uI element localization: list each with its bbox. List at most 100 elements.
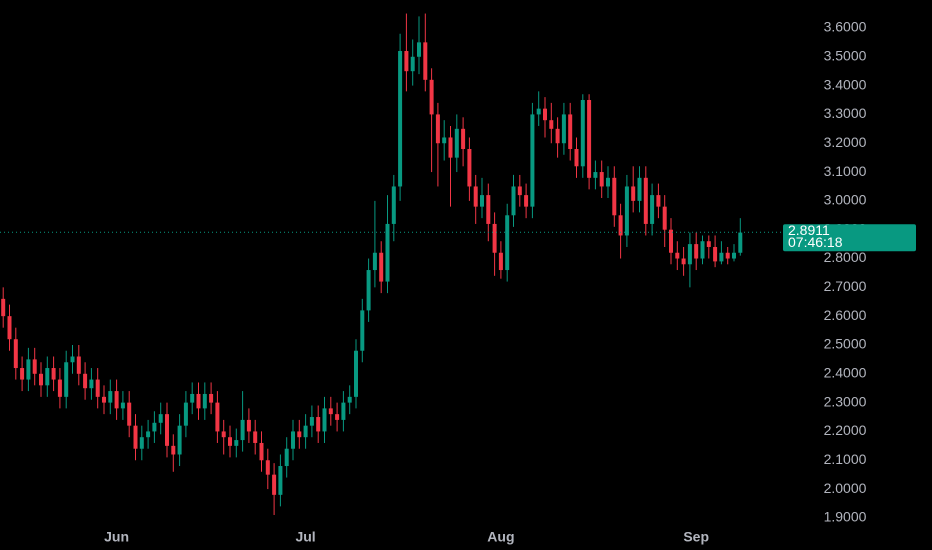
candle-body <box>606 177 610 187</box>
candle-body <box>202 393 207 409</box>
y-tick-label: 2.4000 <box>824 364 867 380</box>
candle-body <box>259 442 264 461</box>
y-tick-label: 2.6000 <box>824 307 867 323</box>
candle-body <box>391 186 396 224</box>
candle-body <box>669 229 673 253</box>
x-tick-label: Aug <box>487 529 514 545</box>
candle-body <box>120 402 125 409</box>
candle-body <box>70 356 75 363</box>
candle-body <box>473 186 478 207</box>
candle-body <box>284 448 289 467</box>
candle-body <box>675 252 680 259</box>
candle-body <box>89 379 94 389</box>
candle-body <box>435 114 440 144</box>
candle-body <box>694 244 699 259</box>
candle-body <box>7 316 12 340</box>
y-tick-label: 2.3000 <box>824 393 867 409</box>
candle-body <box>13 339 18 369</box>
y-tick-label: 2.0000 <box>824 480 867 496</box>
candle-body <box>347 396 352 403</box>
candle-body <box>454 128 459 158</box>
candle-body <box>83 373 88 389</box>
candle-body <box>45 368 50 386</box>
candle-body <box>467 148 472 187</box>
candle-body <box>291 431 295 449</box>
candle-body <box>76 356 81 374</box>
candle-body <box>234 440 239 446</box>
candle-body <box>461 128 466 149</box>
candle-body <box>448 137 453 158</box>
candle-body <box>637 177 642 201</box>
candle-body <box>272 474 277 495</box>
candle-body <box>650 195 655 224</box>
candle-body <box>442 137 447 144</box>
candle-body <box>738 232 743 253</box>
candle-body <box>316 417 321 432</box>
y-tick-label: 2.7000 <box>824 278 867 294</box>
candle-body <box>410 56 415 72</box>
y-tick-label: 2.1000 <box>824 451 867 467</box>
candle-body <box>719 252 724 262</box>
candle-body <box>335 414 340 420</box>
y-tick-label: 3.6000 <box>824 19 867 35</box>
candle-body <box>1 298 6 317</box>
y-tick-label: 3.3000 <box>824 105 867 121</box>
candle-body <box>593 172 598 178</box>
candle-body <box>530 114 535 207</box>
candle-body <box>64 362 69 397</box>
candle-body <box>26 359 31 380</box>
candle-body <box>492 223 497 253</box>
y-tick-label: 3.2000 <box>824 134 867 150</box>
candle-body <box>524 195 529 207</box>
candle-body <box>725 252 730 259</box>
candle-body <box>228 437 232 446</box>
x-tick-label: Jul <box>295 529 315 545</box>
candle-body <box>700 241 705 259</box>
candle-body <box>681 258 686 265</box>
candle-body <box>127 402 132 426</box>
candle-body <box>517 186 522 196</box>
candle-body <box>486 195 491 224</box>
candle-body <box>246 419 251 432</box>
candle-body <box>568 114 573 149</box>
candle-body <box>618 215 623 236</box>
candle-body <box>108 391 113 403</box>
candle-body <box>114 391 119 409</box>
candle-body <box>278 466 283 495</box>
candle-body <box>656 195 661 207</box>
candle-body <box>480 195 484 207</box>
last-price-tag <box>783 224 916 252</box>
candle-body <box>372 252 377 271</box>
last-price-label: 2.8911 <box>788 222 830 238</box>
candle-body <box>328 408 333 415</box>
candle-body <box>398 51 403 187</box>
candle-body <box>139 437 144 449</box>
candle-body <box>102 396 106 403</box>
candle-body <box>543 108 547 121</box>
y-tick-label: 1.9000 <box>824 509 867 525</box>
candle-body <box>366 270 371 311</box>
y-tick-label: 3.4000 <box>824 76 867 92</box>
candle-body <box>32 359 37 374</box>
candle-body <box>662 206 667 230</box>
candle-body <box>215 402 220 432</box>
candle-body <box>404 51 409 72</box>
candle-body <box>303 425 308 438</box>
candle-body <box>417 42 421 57</box>
countdown-label: 07:46:18 <box>788 234 843 250</box>
candle-body <box>429 79 434 115</box>
candle-body <box>549 120 554 129</box>
candle-body <box>580 100 585 167</box>
candle-body <box>165 414 169 446</box>
candle-body <box>341 402 346 420</box>
candle-body <box>536 108 541 115</box>
candle-body <box>574 148 579 167</box>
candle-body <box>498 252 503 271</box>
candle-body <box>643 177 648 224</box>
candle-body <box>196 393 201 409</box>
candle-body <box>158 414 163 423</box>
y-tick-label: 2.5000 <box>824 336 867 352</box>
candle-body <box>146 431 151 438</box>
